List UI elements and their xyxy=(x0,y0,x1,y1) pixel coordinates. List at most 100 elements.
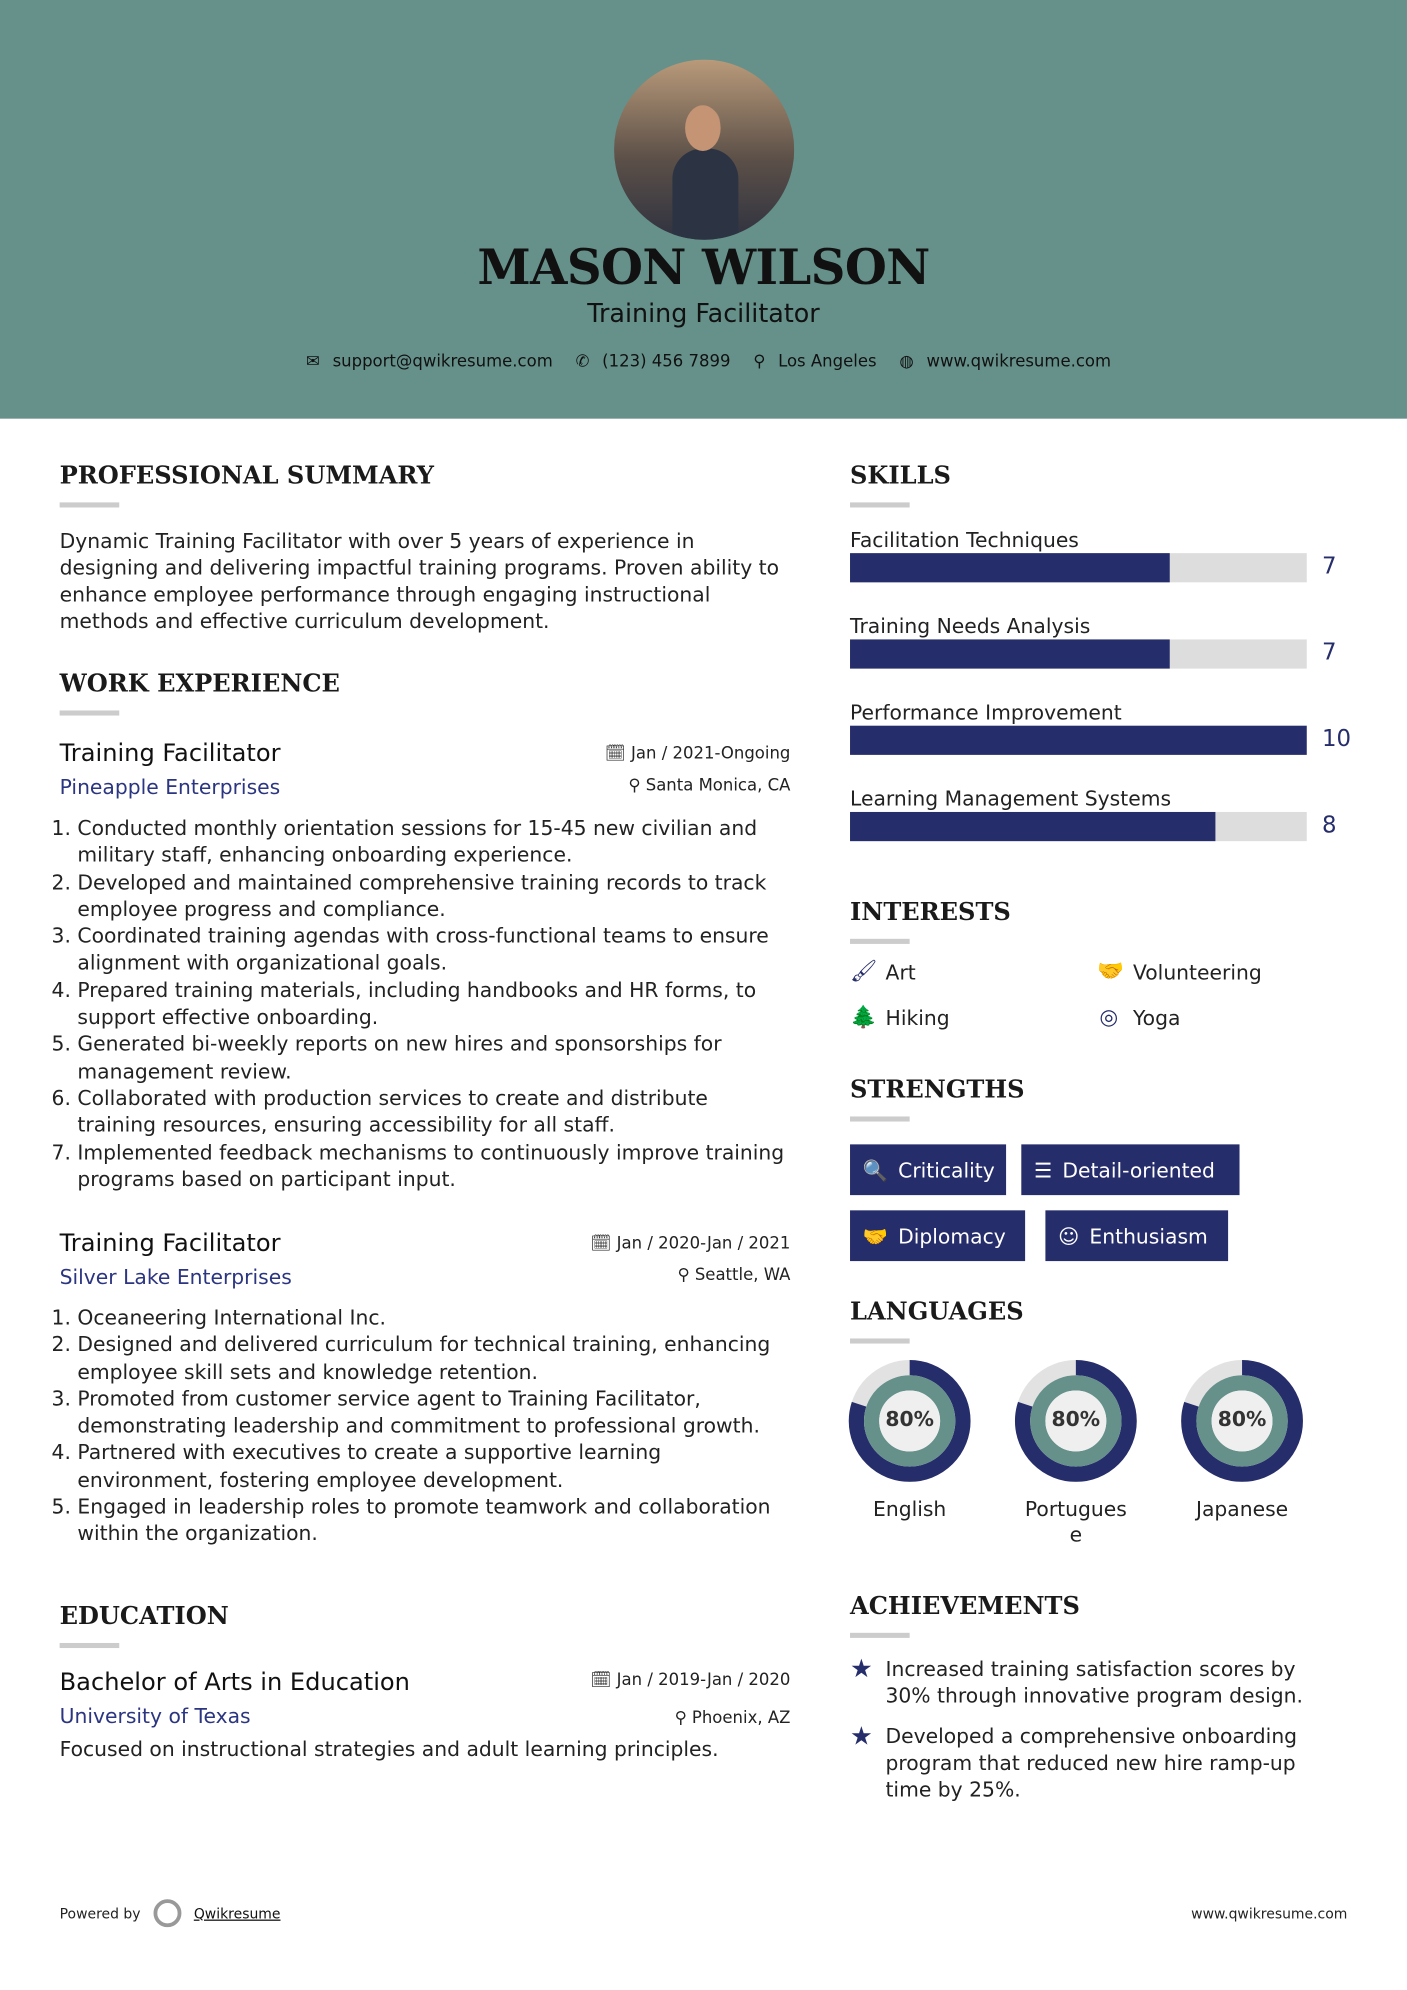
strength-tag: 🔍 Criticality xyxy=(850,1144,1007,1196)
skill-bar-track xyxy=(850,639,1307,669)
date-text: Jan / 2020-Jan / 2021 xyxy=(616,1234,791,1254)
skill-item: Training Needs Analysis 7 xyxy=(850,614,1383,669)
donut-center xyxy=(1211,1390,1273,1452)
section-heading: INTERESTS xyxy=(850,898,1011,927)
language-label: Portuguese xyxy=(1024,1497,1127,1547)
donut-progress xyxy=(1181,1360,1303,1482)
skill-bar-fill xyxy=(850,725,1307,755)
heading-underline xyxy=(850,502,910,508)
candidate-name: MASON WILSON xyxy=(477,238,930,296)
duty-item: Partnered with executives to create a su… xyxy=(77,1439,790,1493)
smile-icon: ☺ xyxy=(1058,1223,1080,1248)
strengths-heading-block: STRENGTHS xyxy=(850,1076,1025,1122)
languages-heading-block: LANGUAGES xyxy=(850,1298,1024,1344)
interest-item: 🤝 Volunteering xyxy=(1097,959,1261,984)
tree-icon: 🌲 xyxy=(850,1004,877,1031)
donut-inner-ring xyxy=(1030,1375,1122,1467)
skill-item: Performance Improvement 10 xyxy=(850,700,1383,755)
duty-item: Collaborated with production services to… xyxy=(77,1085,790,1139)
language-item: 80% English xyxy=(840,1360,980,1522)
globe-icon: ◍ xyxy=(899,352,914,372)
section-heading: WORK EXPERIENCE xyxy=(59,669,340,698)
heading-underline xyxy=(850,1116,910,1122)
heading-underline xyxy=(59,1642,120,1649)
skill-label: Performance Improvement xyxy=(850,700,1122,725)
duty-item: Oceaneering International Inc. xyxy=(77,1304,790,1331)
handshake-icon: 🤝 xyxy=(862,1223,888,1248)
qwikresume-link[interactable]: Qwikresume xyxy=(193,1904,281,1922)
strength-label: Diplomacy xyxy=(898,1223,1006,1248)
heading-underline xyxy=(850,1338,910,1344)
location-text: Seattle, WA xyxy=(694,1266,791,1286)
map-pin-icon: ⚲ xyxy=(753,352,766,372)
interest-label: Yoga xyxy=(1132,1005,1181,1030)
skill-label: Learning Management Systems xyxy=(850,786,1172,811)
lifebuoy-icon: ◎ xyxy=(1099,1004,1119,1031)
skill-bar-fill xyxy=(850,639,1170,669)
degree: Bachelor of Arts in Education xyxy=(59,1668,410,1697)
contact-2: Los Angeles xyxy=(778,352,877,372)
interest-item: 🖌 Art xyxy=(850,959,916,984)
footer-url: www.qwikresume.com xyxy=(1191,1905,1348,1923)
job-location: ⚲ Seattle, WA xyxy=(677,1266,791,1286)
duty-item: Designed and delivered curriculum for te… xyxy=(77,1331,790,1385)
qwikresume-logo-icon xyxy=(153,1899,182,1928)
job-entry: Training Facilitator 🗓 Jan / 2020-Jan / 2… xyxy=(60,1229,791,1547)
job-location: ⚲ Santa Monica, CA xyxy=(628,776,791,796)
summary-text: Dynamic Training Facilitator with over 5… xyxy=(59,529,780,634)
powered-by-text: Powered by xyxy=(59,1904,141,1922)
donut-progress xyxy=(848,1360,971,1482)
interests-heading-block: INTERESTS xyxy=(850,898,1011,944)
heading-underline xyxy=(59,502,120,508)
duty-item: Developed and maintained comprehensive t… xyxy=(77,869,790,923)
interest-item: 🌲 Hiking xyxy=(850,1005,950,1030)
heading-underline xyxy=(59,710,120,716)
job-entry: Training Facilitator 🗓 Jan / 2021-Ongoing… xyxy=(60,740,791,1193)
donut-progress xyxy=(1014,1360,1137,1482)
donut-inner-ring xyxy=(1196,1375,1288,1467)
skill-value: 10 xyxy=(1321,725,1352,753)
achievement-item: ★ Developed a comprehensive onboarding pr… xyxy=(850,1722,1345,1803)
job-title: Training Facilitator xyxy=(59,739,281,768)
contact-0: support@qwikresume.com xyxy=(332,352,553,372)
section-heading: EDUCATION xyxy=(59,1602,229,1631)
language-label: Japanese xyxy=(1195,1497,1289,1522)
strength-tag: 🤝 Diplomacy xyxy=(850,1210,1026,1262)
location-text: Santa Monica, CA xyxy=(645,776,791,796)
interest-label: Volunteering xyxy=(1132,959,1262,984)
language-percent: 80% xyxy=(1051,1406,1101,1432)
achievement-item: ★ Increased training satisfaction scores … xyxy=(850,1655,1345,1709)
language-donut xyxy=(1181,1360,1303,1482)
education-text: Focused on instructional strategies and … xyxy=(59,1736,719,1761)
strength-label: Enthusiasm xyxy=(1089,1223,1208,1248)
section-heading: PROFESSIONAL SUMMARY xyxy=(59,461,434,490)
section-heading: STRENGTHS xyxy=(850,1075,1025,1104)
duty-item: Generated bi-weekly reports on new hires… xyxy=(77,1031,790,1085)
language-percent: 80% xyxy=(1217,1406,1267,1432)
skill-value: 7 xyxy=(1321,639,1337,667)
language-donut xyxy=(848,1360,971,1482)
skill-label: Training Needs Analysis xyxy=(850,614,1091,639)
job-title: Training Facilitator xyxy=(59,1229,281,1258)
skill-bar-track xyxy=(850,811,1307,842)
strength-tag: ☰ Detail-oriented xyxy=(1021,1144,1240,1196)
company-name: Silver Lake Enterprises xyxy=(59,1264,292,1289)
envelope-icon: ✉ xyxy=(306,352,320,372)
job-duties: Oceaneering International Inc.Designed a… xyxy=(60,1304,791,1547)
interest-label: Art xyxy=(885,959,916,984)
contact-1: (123) 456 7899 xyxy=(602,352,731,372)
date-text: Jan / 2019-Jan / 2020 xyxy=(616,1670,791,1690)
school: University of Texas xyxy=(59,1703,251,1728)
search-icon: 🔍 xyxy=(862,1157,888,1182)
handshake-icon: 🤝 xyxy=(1097,959,1125,985)
duty-item: Prepared training materials, including h… xyxy=(77,977,790,1031)
achievements-heading-block: ACHIEVEMENTS xyxy=(850,1592,1080,1638)
language-label: English xyxy=(873,1497,947,1522)
job-date: 🗓 Jan / 2020-Jan / 2021 xyxy=(590,1234,791,1254)
skill-value: 7 xyxy=(1321,553,1337,580)
skill-item: Learning Management Systems 8 xyxy=(850,786,1383,842)
skill-label: Facilitation Techniques xyxy=(850,527,1079,552)
profile-photo xyxy=(614,59,795,240)
section-heading: LANGUAGES xyxy=(850,1297,1024,1326)
interest-label: Hiking xyxy=(885,1005,950,1030)
